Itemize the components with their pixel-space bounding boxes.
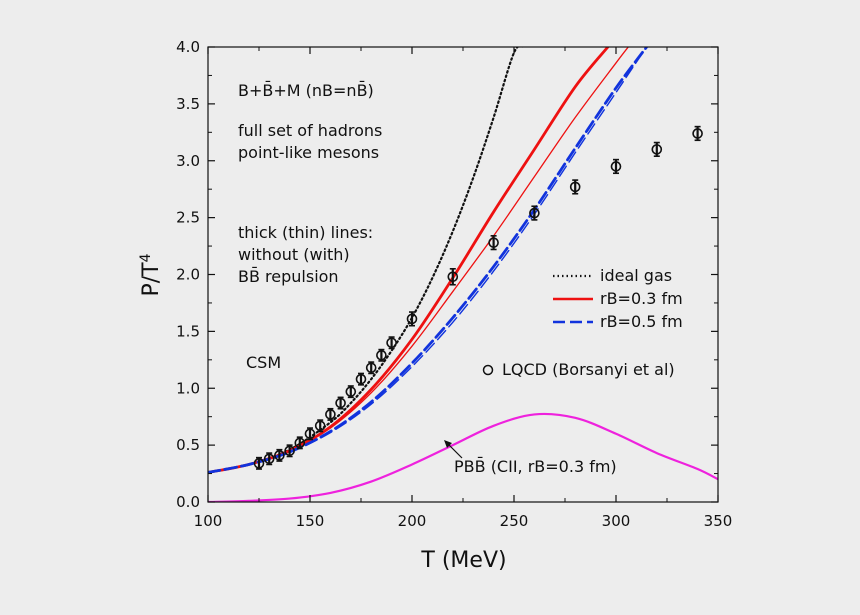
- y-tick-label: 3.5: [176, 95, 200, 113]
- lqcd-point: [651, 141, 663, 157]
- lines-note-1: thick (thin) lines:: [238, 223, 373, 242]
- lqcd-point: [447, 268, 459, 286]
- legend-label-r05: rB=0.5 fm: [600, 312, 683, 331]
- data-marker: [529, 207, 540, 219]
- y-tick-label: 0.0: [176, 493, 200, 511]
- lqcd-point: [274, 448, 285, 462]
- legend-label-ideal: ideal gas: [600, 266, 672, 285]
- data-marker: [335, 397, 346, 409]
- x-tick-label: 300: [602, 512, 631, 530]
- data-marker: [355, 373, 367, 385]
- lqcd-point: [386, 336, 397, 350]
- x-tick-label: 150: [296, 512, 325, 530]
- pbb-arrow-head: [444, 440, 452, 448]
- legend-label-lqcd: LQCD (Borsanyi et al): [502, 360, 675, 379]
- lqcd-point: [284, 444, 295, 458]
- y-tick-label: 1.0: [176, 379, 200, 397]
- data-marker: [284, 445, 295, 457]
- legend-marker-lqcd: [482, 364, 494, 376]
- lqcd-point: [692, 125, 703, 142]
- y-tick-label: 3.0: [176, 152, 200, 170]
- x-axis-title: T (MeV): [420, 548, 506, 573]
- y-tick-label: 4.0: [176, 38, 200, 56]
- lqcd-point: [355, 372, 367, 386]
- data-marker: [406, 313, 418, 325]
- lqcd-point: [406, 311, 418, 327]
- y-tick-label: 2.0: [176, 266, 200, 284]
- lqcd-point: [610, 158, 622, 175]
- ticks-layer: 100 150 200 250 300 350 0.0 0.5 1.0 1.5 2.0 2.5 3.0 3…: [176, 38, 732, 530]
- lqcd-point: [529, 205, 540, 221]
- lqcd-point: [304, 427, 316, 441]
- data-marker: [376, 349, 387, 361]
- y-tick-label: 1.5: [176, 322, 200, 340]
- data-marker: [304, 428, 316, 440]
- data-marker: [325, 409, 336, 420]
- lqcd-point: [314, 419, 326, 433]
- data-marker: [365, 362, 377, 374]
- hadrons-line-1: full set of hadrons: [238, 121, 382, 140]
- series-line-5: [208, 412, 718, 502]
- data-marker: [253, 458, 265, 469]
- lqcd-point: [365, 361, 377, 375]
- pbb-label: PBB̄ (CII, rB=0.3 fm): [454, 457, 617, 476]
- lqcd-point: [335, 396, 346, 410]
- series-line-4: [208, 47, 648, 474]
- y-tick-label: 2.5: [176, 209, 200, 227]
- lines-note-2: without (with): [238, 245, 350, 264]
- y-tick-label: 0.5: [176, 436, 200, 454]
- data-marker: [263, 453, 275, 465]
- data-marker: [294, 437, 306, 449]
- lines-note-3: BB̄ repulsion: [238, 267, 339, 286]
- lqcd-point: [294, 436, 306, 450]
- data-marker: [488, 237, 499, 248]
- lqcd-point: [345, 385, 357, 399]
- data-marker: [386, 337, 397, 349]
- lqcd-point: [253, 456, 265, 470]
- x-tick-label: 100: [194, 512, 223, 530]
- lqcd-point: [376, 348, 387, 362]
- data-marker: [651, 144, 663, 155]
- data-marker: [314, 420, 326, 432]
- legend: ideal gas rB=0.3 fm rB=0.5 fm LQCD (Bors…: [482, 266, 683, 379]
- data-marker: [274, 450, 285, 461]
- y-axis-title: P/T4: [138, 253, 164, 296]
- legend-label-r03: rB=0.3 fm: [600, 289, 683, 308]
- data-marker: [447, 271, 459, 283]
- data-points-layer: [253, 125, 703, 470]
- data-marker: [569, 181, 581, 193]
- data-marker: [692, 128, 703, 139]
- x-tick-label: 350: [704, 512, 733, 530]
- lqcd-point: [488, 235, 499, 251]
- data-marker: [610, 161, 622, 172]
- model-label: B+B̄+M (nB=nB̄): [238, 81, 374, 100]
- csm-label: CSM: [246, 353, 281, 372]
- x-tick-label: 200: [398, 512, 427, 530]
- hadrons-line-2: point-like mesons: [238, 143, 379, 162]
- data-marker: [345, 386, 357, 397]
- lqcd-point: [569, 179, 581, 195]
- lqcd-point: [325, 407, 336, 421]
- x-tick-label: 250: [500, 512, 529, 530]
- lqcd-point: [263, 452, 275, 466]
